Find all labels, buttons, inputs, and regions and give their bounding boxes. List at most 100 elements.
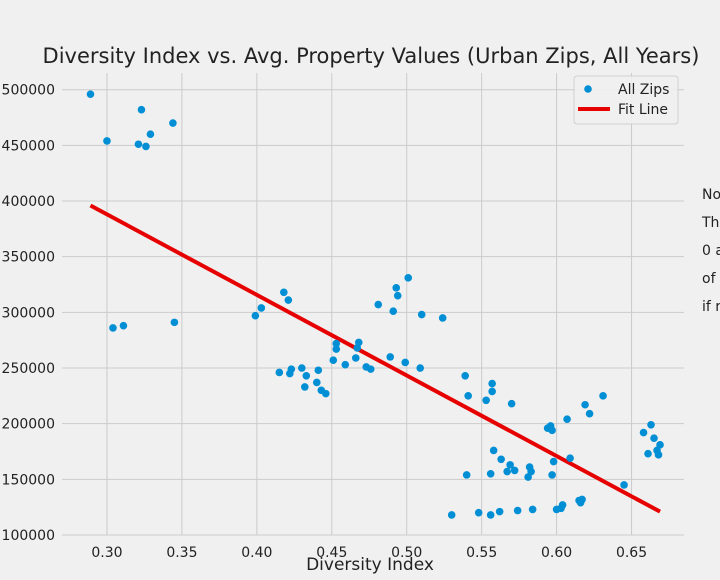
x-tick-label: 0.30 [91,545,122,561]
data-point [109,324,117,332]
data-point [280,288,288,297]
data-point [528,505,537,514]
grid-lines [62,73,684,536]
data-point [548,471,556,479]
legend-box [573,75,679,125]
data-point [302,372,311,380]
data-point [374,300,383,309]
legend-label-fit-line: Fit Line [618,102,668,118]
data-point [142,142,150,151]
data-point [401,358,410,367]
data-point [332,339,341,348]
legend-marker-all-zips [584,85,592,93]
legend: All Zips Fit Line [573,75,679,125]
data-point [558,501,567,509]
x-tick-label: 0.55 [466,545,497,561]
data-point [581,400,589,409]
data-point [257,304,266,312]
data-point [417,310,426,319]
data-point [548,426,556,435]
x-tick-label: 0.65 [616,545,647,561]
y-tick-labels: 100000 150000 200000 250000 300000 350000 4000… [2,83,55,544]
data-point [146,130,155,139]
data-point [585,409,594,418]
data-point [566,454,574,462]
data-point [354,338,363,347]
side-note-line: of [702,271,717,287]
y-tick-label: 400000 [2,194,55,210]
data-point [578,495,586,504]
data-point [393,291,402,300]
y-tick-label: 150000 [2,472,55,488]
data-point [464,392,472,400]
side-note-line: 0 a [702,243,720,259]
data-point [644,449,652,458]
data-point [639,428,648,437]
y-tick-label: 350000 [2,250,55,266]
data-point [488,379,496,388]
data-point [506,461,514,469]
fit-line-layer [89,203,661,514]
data-point [351,354,360,362]
side-note-line: Th [701,215,719,231]
x-tick-label: 0.50 [391,545,422,561]
data-point [447,511,456,519]
data-point [287,365,296,373]
data-point [486,511,495,519]
data-point [489,446,498,455]
data-point [314,366,323,375]
y-tick-label: 250000 [2,361,55,377]
x-tick-label: 0.60 [541,545,572,561]
data-point [119,321,128,330]
data-point [366,365,375,373]
y-tick-label: 100000 [2,528,55,544]
data-point [527,467,535,476]
data-point [462,471,471,479]
data-point [312,378,321,387]
data-point [647,420,655,429]
data-point [510,466,519,475]
data-point [656,441,664,449]
data-point [507,399,516,408]
data-point [503,467,511,476]
plot-area [62,73,684,535]
y-tick-label: 300000 [2,305,55,321]
data-point [461,372,469,380]
data-point [497,455,505,464]
data-point [321,389,330,398]
x-axis-title: Diversity Index [306,555,434,575]
data-point [386,353,395,361]
legend-label-all-zips: All Zips [618,82,669,98]
data-point [392,284,401,292]
scatter-points [86,90,664,519]
y-tick-label: 450000 [2,138,55,154]
data-point [650,434,658,442]
side-note: No Th 0 a of if r [701,187,720,315]
data-point [137,105,146,114]
data-point [389,307,398,316]
data-point [474,508,483,517]
x-tick-labels: 0.30 0.35 0.40 0.45 0.50 0.55 0.60 0.65 [91,545,647,561]
data-point [563,415,571,424]
data-point [495,507,504,516]
fit-line [89,203,661,514]
x-tick-label: 0.35 [166,545,197,561]
data-point [482,396,490,405]
data-point [438,314,447,322]
data-point [416,364,425,372]
data-point [654,451,663,459]
data-point [488,387,496,396]
side-note-line: No [702,187,720,203]
data-point [486,469,495,478]
data-point [298,364,306,372]
data-point [170,318,179,327]
data-point [169,119,177,127]
y-tick-label: 200000 [2,417,55,433]
data-point [524,473,532,481]
data-point [404,274,413,282]
data-point [301,383,309,391]
x-tick-label: 0.40 [241,545,272,561]
data-point [332,345,341,353]
